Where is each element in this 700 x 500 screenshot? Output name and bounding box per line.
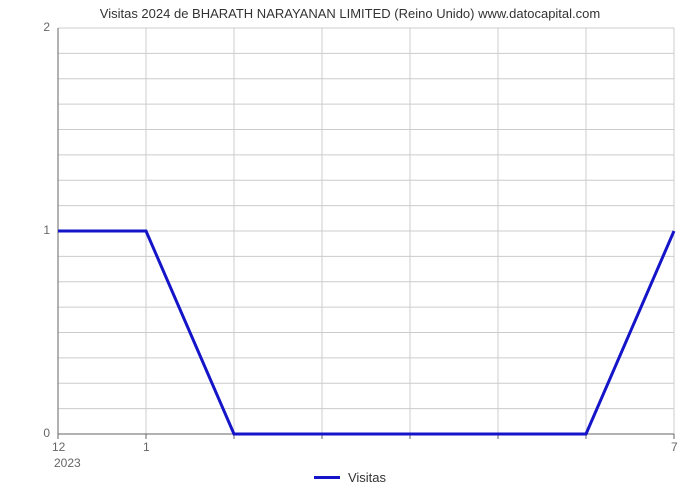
legend-swatch bbox=[314, 476, 340, 479]
y-tick-label: 0 bbox=[43, 426, 50, 440]
chart-container: { "chart": { "type": "line", "title": "V… bbox=[0, 0, 700, 500]
y-tick-label: 1 bbox=[43, 223, 50, 237]
chart-plot bbox=[0, 0, 700, 500]
chart-legend: Visitas bbox=[0, 470, 700, 485]
x-tick-label: 12 bbox=[52, 440, 65, 454]
x-tick-label: 7 bbox=[671, 440, 678, 454]
x-axis-sublabel: 2023 bbox=[54, 456, 81, 470]
y-tick-label: 2 bbox=[43, 20, 50, 34]
x-tick-label: 1 bbox=[143, 440, 150, 454]
legend-label: Visitas bbox=[348, 470, 386, 485]
